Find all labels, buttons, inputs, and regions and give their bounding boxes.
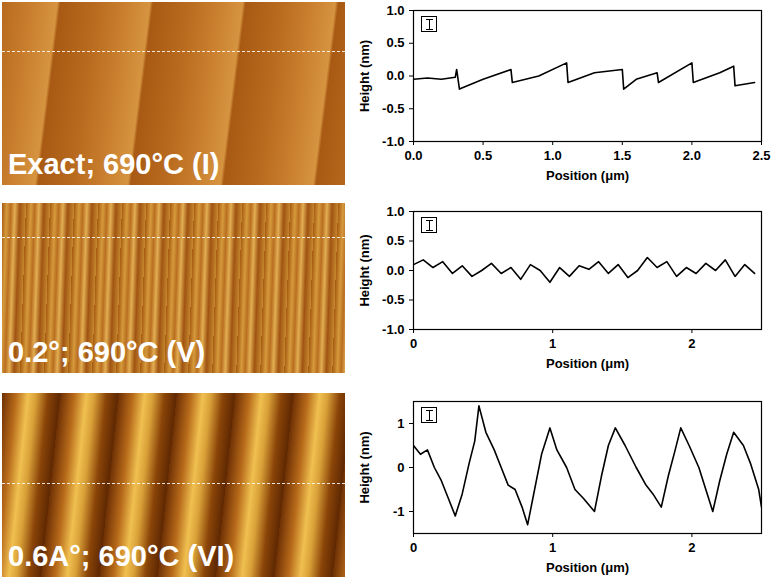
svg-text:1.0: 1.0 (544, 148, 562, 163)
svg-text:-0.5: -0.5 (382, 101, 404, 116)
svg-text:1: 1 (549, 336, 556, 351)
svg-text:0.0: 0.0 (386, 68, 404, 83)
svg-text:0.5: 0.5 (474, 148, 492, 163)
svg-text:Height (nm): Height (nm) (357, 234, 372, 306)
svg-text:Position (μm): Position (μm) (546, 356, 629, 371)
svg-text:0.0: 0.0 (386, 263, 404, 278)
svg-text:1: 1 (549, 540, 556, 555)
svg-text:0: 0 (410, 336, 417, 351)
html-text:Exact; 690°C (I): Exact; 690°C (I) (8, 148, 220, 180)
svg-text:Position (μm): Position (μm) (546, 168, 629, 183)
svg-text:2.0: 2.0 (683, 148, 701, 163)
svg-text:0: 0 (397, 460, 404, 475)
svg-text:1.5: 1.5 (613, 148, 631, 163)
svg-text:2: 2 (688, 336, 695, 351)
svg-text:-1.0: -1.0 (382, 322, 404, 337)
svg-text:2.5: 2.5 (752, 148, 770, 163)
svg-text:0.0: 0.0 (404, 148, 422, 163)
svg-text:1.0: 1.0 (386, 3, 404, 18)
svg-text:0: 0 (410, 540, 417, 555)
svg-text:Height (nm): Height (nm) (357, 40, 372, 112)
svg-text:1: 1 (397, 416, 404, 431)
html-text:0.6A°; 690°C (VI): 0.6A°; 690°C (VI) (8, 540, 235, 572)
svg-text:1.0: 1.0 (386, 204, 404, 219)
svg-text:2: 2 (688, 540, 695, 555)
svg-text:-1.0: -1.0 (382, 134, 404, 149)
svg-text:0.5: 0.5 (386, 35, 404, 50)
svg-text:-0.5: -0.5 (382, 292, 404, 307)
svg-text:Position (μm): Position (μm) (546, 560, 629, 575)
svg-text:Height (nm): Height (nm) (357, 431, 372, 503)
svg-text:-1: -1 (393, 504, 405, 519)
svg-text:0.5: 0.5 (386, 233, 404, 248)
html-text:0.2°; 690°C (V): 0.2°; 690°C (V) (8, 336, 206, 368)
